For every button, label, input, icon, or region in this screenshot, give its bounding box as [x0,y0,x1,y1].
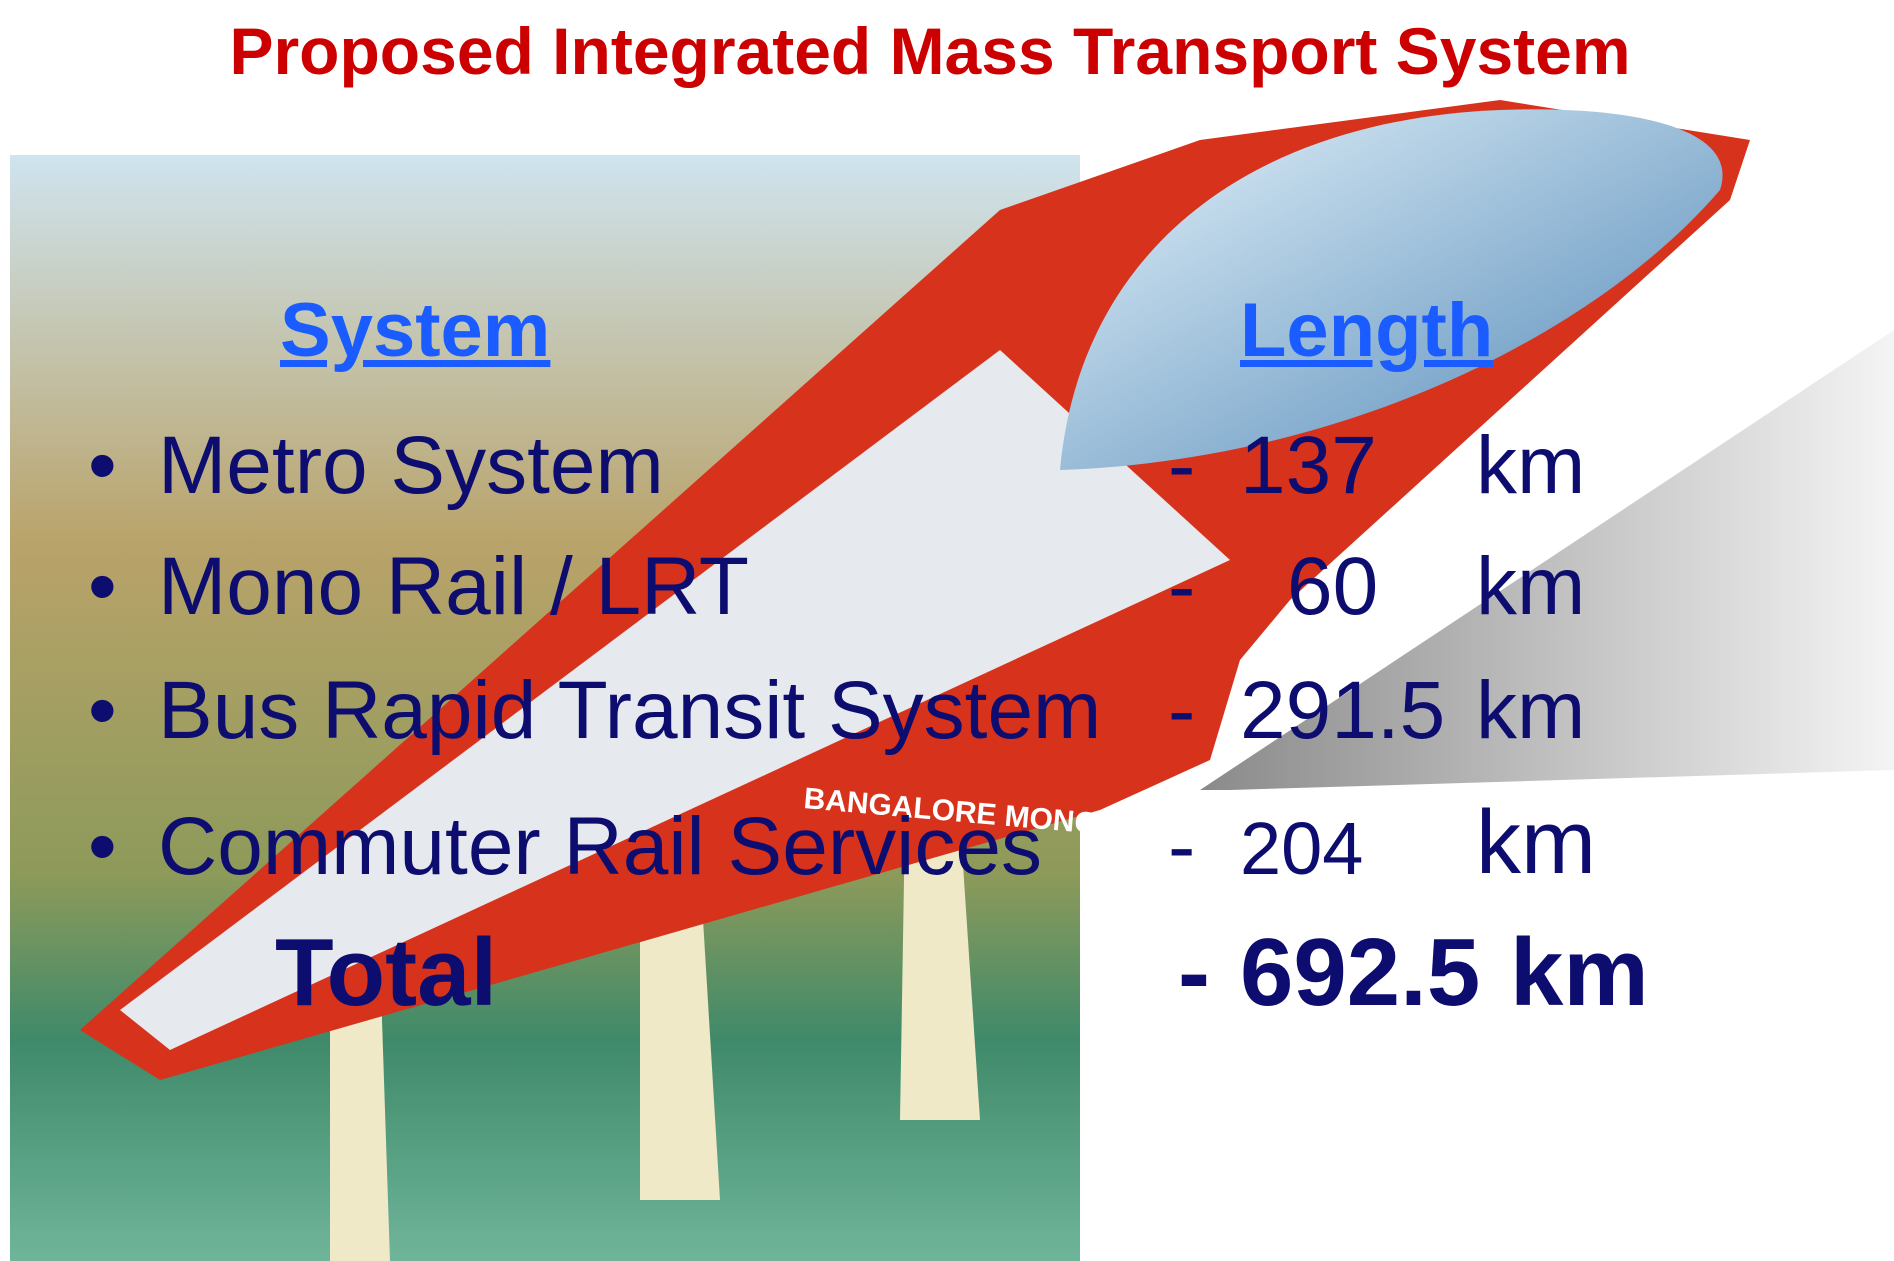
system-name: Mono Rail / LRT [158,546,749,628]
length-unit: km [1476,546,1585,628]
total-label: Total [275,925,497,1021]
total-unit: km [1510,925,1649,1021]
separator: - [1168,546,1195,628]
column-header: System [280,293,550,369]
length-value: 204 [1240,812,1363,886]
slide: BANGALORE MONO RAIL Proposed Integrated … [0,0,1894,1261]
separator: - [1168,670,1195,752]
column-header: Length [1240,293,1493,369]
length-unit: km [1476,425,1585,507]
system-name: Metro System [158,425,664,507]
separator: - [1168,425,1195,507]
bullet: • [88,546,117,628]
length-value: 60 [1287,546,1378,628]
bullet: • [88,425,117,507]
separator: - [1168,806,1195,888]
system-name: Commuter Rail Services [158,806,1042,888]
length-unit: km [1476,798,1596,888]
length-value: 137 [1240,425,1377,507]
bullet: • [88,670,117,752]
slide-title: Proposed Integrated Mass Transport Syste… [0,18,1860,84]
system-name: Bus Rapid Transit System [158,670,1101,752]
length-unit: km [1476,670,1585,752]
length-value: 291.5 [1240,670,1445,752]
total-dash: - [1178,925,1210,1021]
bullet: • [88,806,117,888]
total-value: 692.5 [1240,925,1480,1021]
